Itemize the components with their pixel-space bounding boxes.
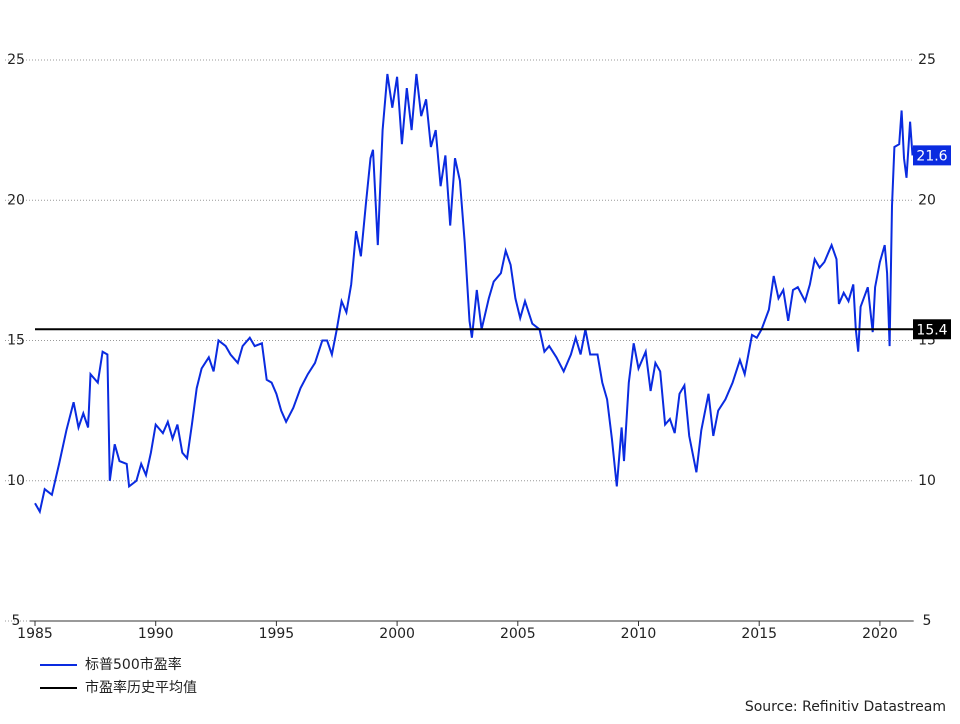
x-tick-label: 2020 [862, 626, 898, 642]
x-tick-label: 1995 [259, 626, 295, 642]
y2-tick-label: 10 [918, 473, 936, 489]
end-label-box [913, 319, 951, 340]
line [34, 73, 914, 515]
end-label: 15.4 [916, 322, 947, 338]
y-tick-label: 5 [12, 613, 21, 629]
y-tick-label: 20 [7, 192, 25, 208]
y-tick-label: 25 [7, 52, 25, 68]
y2-tick-label: 20 [918, 192, 936, 208]
x-tick-label: 1985 [17, 626, 53, 642]
x-tick-label: 1990 [138, 626, 174, 642]
x-tick-label: 2005 [500, 626, 536, 642]
y-tick-label: 10 [7, 473, 25, 489]
end-label-box [913, 145, 951, 166]
legend-label: 标普500市盈率 [85, 656, 182, 673]
source: Source: Refinitiv Datastream [745, 699, 946, 715]
x-tick-label: 2000 [379, 626, 415, 642]
x-tick-label: 2015 [741, 626, 777, 642]
y2-tick-label: 5 [923, 613, 932, 629]
legend-label: 市盈率历史平均值 [85, 679, 197, 696]
y2-tick-label: 25 [918, 52, 936, 68]
x-tick-label: 2010 [621, 626, 657, 642]
end-label: 21.6 [916, 148, 947, 164]
y-tick-label: 15 [7, 333, 25, 349]
